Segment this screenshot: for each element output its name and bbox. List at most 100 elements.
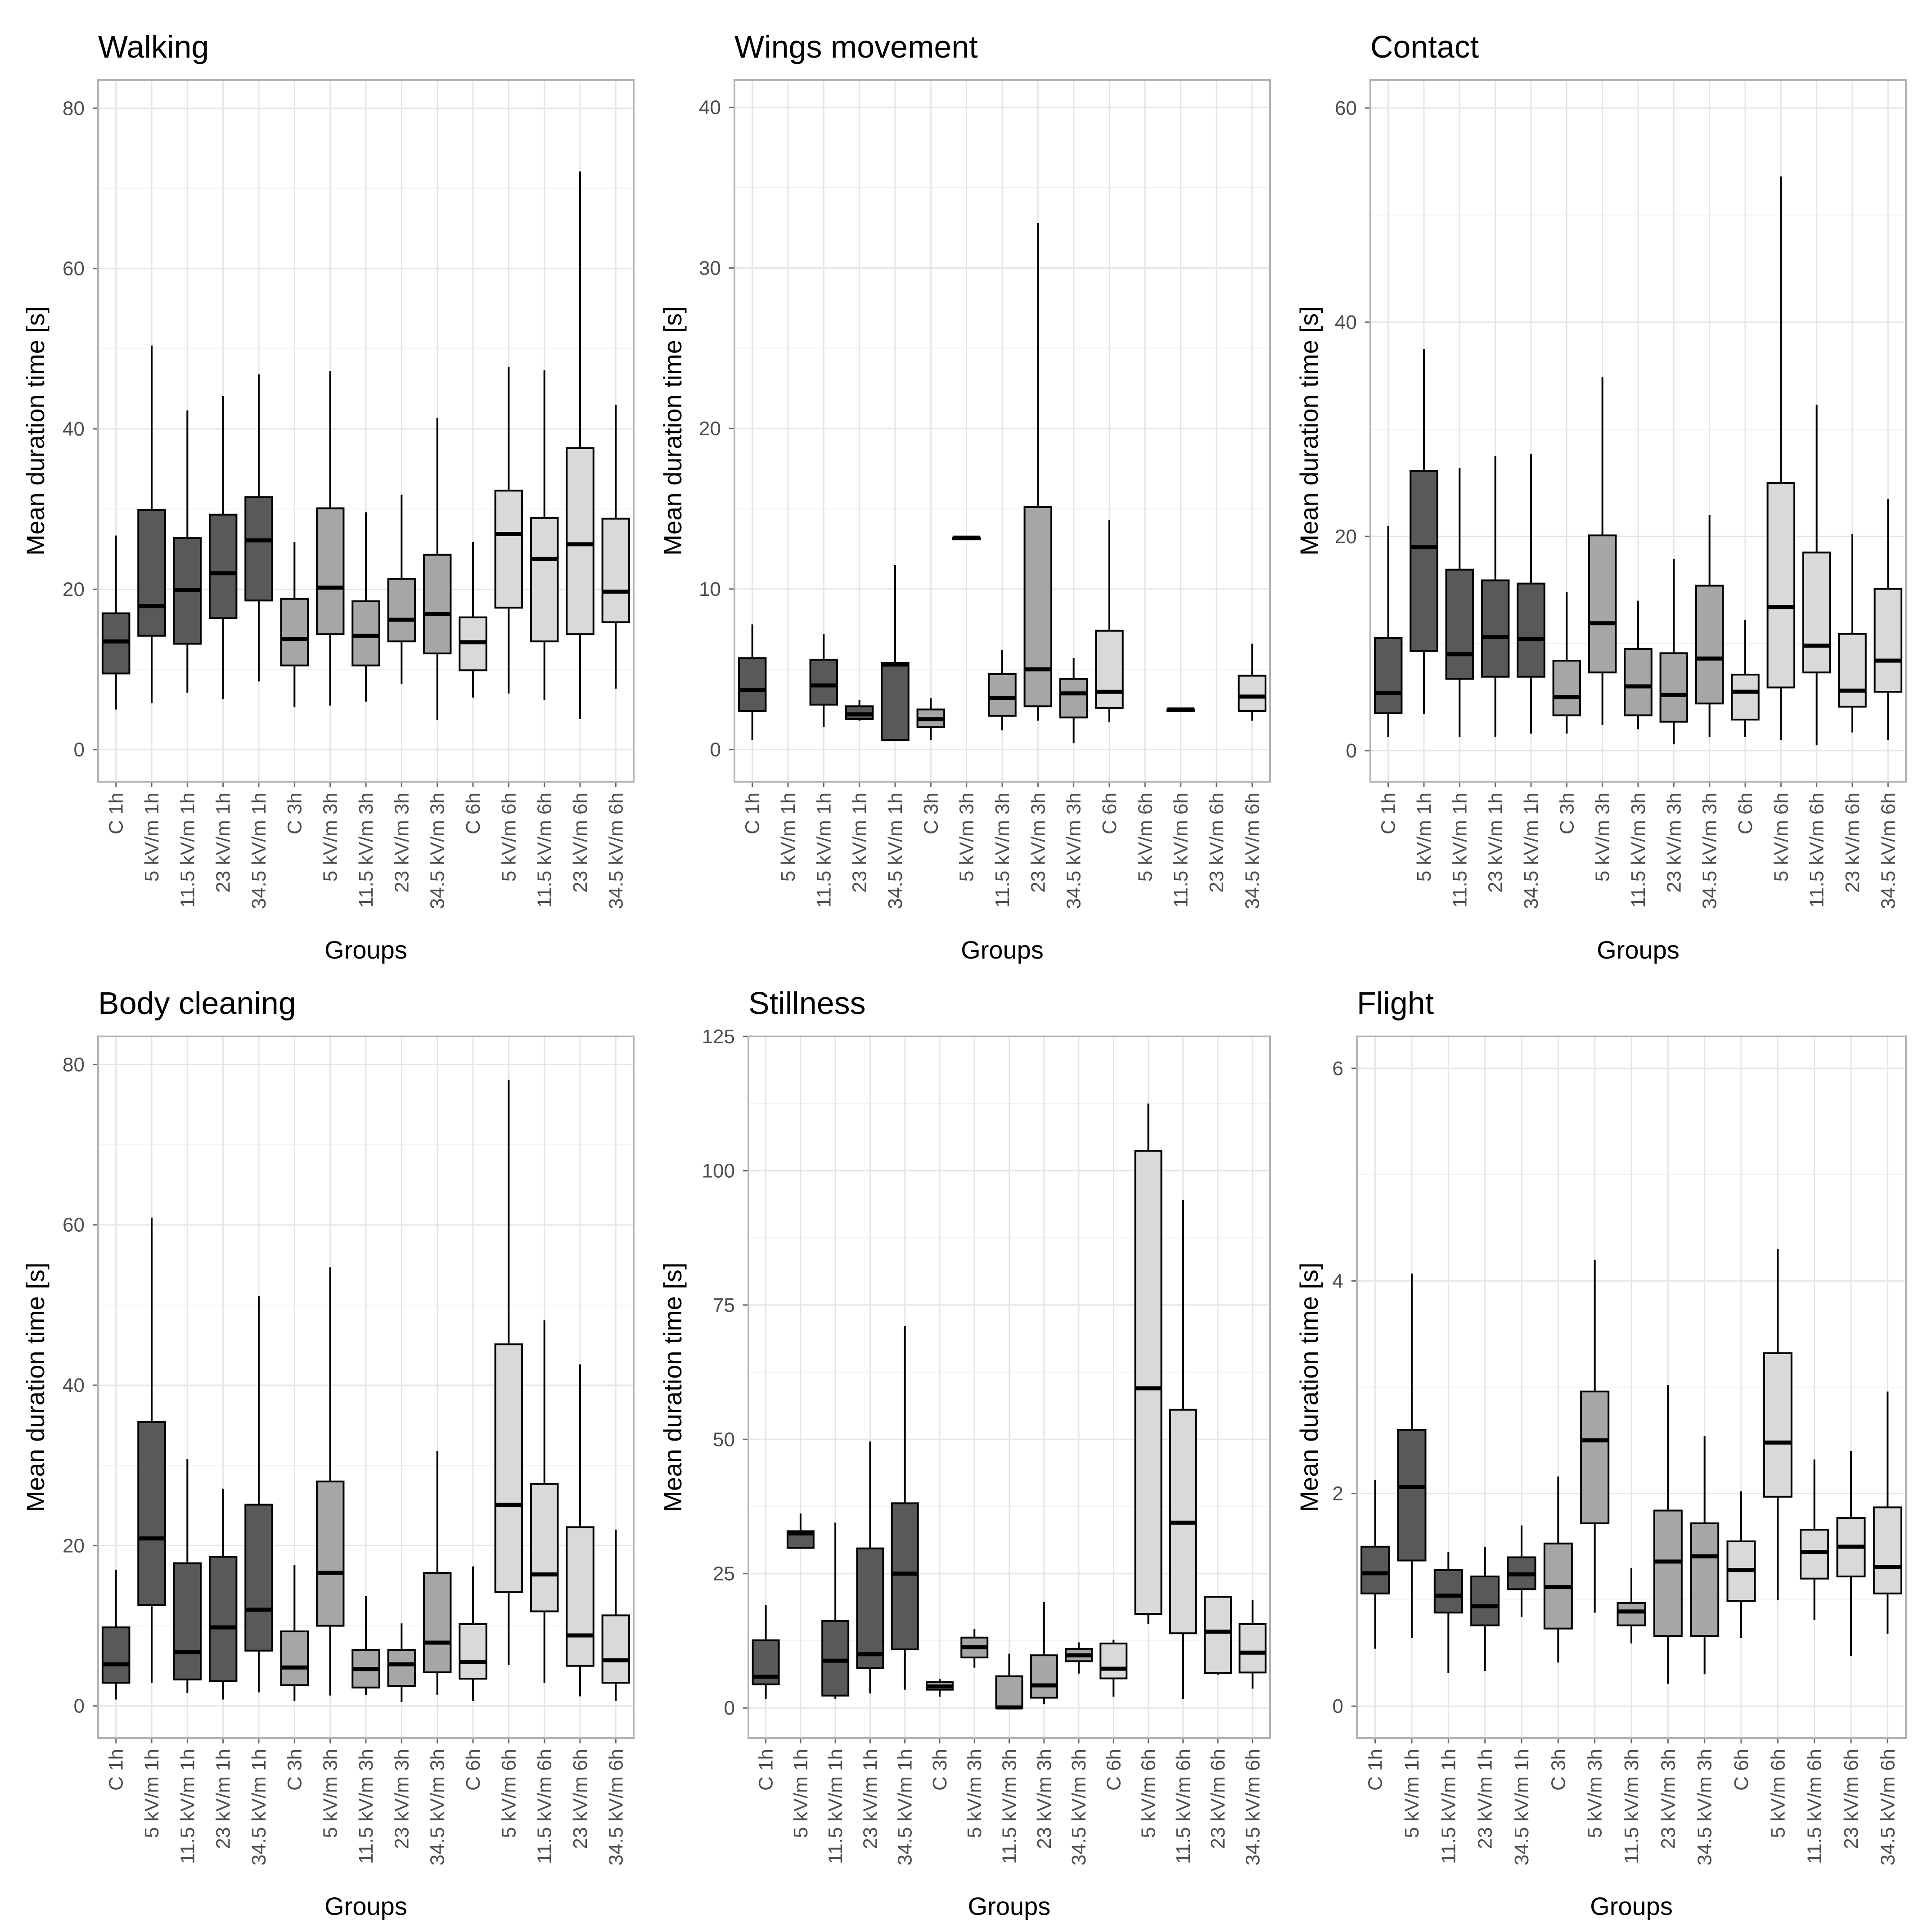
x-tick-label: 11.5 kV/m 3h (1621, 1749, 1643, 1864)
x-tick-label: 5 kV/m 6h (1767, 1749, 1789, 1838)
x-tick-label: 34.5 kV/m 1h (248, 793, 270, 909)
box-body (1204, 1596, 1232, 1674)
box-body (244, 1504, 273, 1652)
box-23-kv-m-1h (208, 396, 238, 699)
panel-body-cleaning: Body cleaning 0 20 40 60 80 C 1h 5 kV/m 1h 11.5 … (21, 986, 635, 1920)
x-tick-label: C 3h (1547, 1749, 1569, 1791)
box-23-kv-m-6h (1836, 1451, 1866, 1657)
plot-frame (734, 79, 1271, 783)
x-tick-label: 23 kV/m 3h (1027, 793, 1049, 893)
box-body (1095, 630, 1124, 709)
x-tick-label: 34.5 kV/m 1h (894, 1749, 916, 1865)
box-23-kv-m-6h (1204, 1596, 1232, 1675)
x-tick-label: 34.5 kV/m 1h (248, 1749, 270, 1865)
plot-frame (1356, 1036, 1907, 1739)
box-23-kv-m-3h (387, 495, 416, 684)
x-tick-label: 34.5 kV/m 3h (427, 793, 449, 909)
panel-walking: Walking 0 20 40 60 80 C 1h 5 kV/m 1h 11.5 kV/m 1… (21, 29, 635, 964)
y-tick-label: 80 (63, 97, 85, 119)
y-tick-label: 40 (63, 418, 85, 440)
y-tick-label: 0 (74, 739, 85, 761)
y-axis-label: Mean duration time [s] (21, 1262, 50, 1512)
box-34-5-kv-m-6h (1238, 1600, 1267, 1689)
box-body (1763, 1352, 1792, 1498)
x-tick-label: 5 kV/m 6h (1770, 793, 1792, 882)
box-5-kv-m-6h (1763, 1249, 1792, 1600)
panel-title: Body cleaning (98, 986, 296, 1021)
box-body (530, 517, 559, 643)
x-tick-label: 34.5 kV/m 3h (427, 1749, 449, 1865)
box-23-kv-m-1h (845, 700, 874, 721)
box-5-kv-m-3h (315, 1267, 345, 1696)
box-body (244, 496, 273, 602)
box-11-5-kv-m-6h (1166, 707, 1195, 712)
box-body (1624, 648, 1653, 716)
box-34-5-kv-m-3h (1059, 658, 1088, 743)
box-34-5-kv-m-1h (244, 374, 273, 682)
box-body (1481, 579, 1510, 678)
x-tick-label: 34.5 kV/m 1h (884, 793, 906, 909)
box-c-6h (459, 542, 487, 698)
x-tick-label: 5 kV/m 3h (1584, 1749, 1606, 1838)
box-body (738, 657, 767, 712)
box-11-5-kv-m-6h (1802, 405, 1831, 746)
box-5-kv-m-1h (137, 1217, 166, 1683)
x-axis-label: Groups (968, 1892, 1051, 1920)
x-tick-label: C 1h (742, 793, 764, 834)
x-tick-label: 34.5 kV/m 6h (605, 1749, 627, 1865)
box-body (1470, 1575, 1500, 1626)
box-body (1873, 588, 1903, 693)
box-23-kv-m-1h (856, 1441, 884, 1693)
box-body (423, 1572, 452, 1673)
x-tick-label: 5 kV/m 3h (320, 793, 342, 882)
x-tick-label: C 6h (1103, 1749, 1125, 1791)
box-11-5-kv-m-3h (1617, 1568, 1646, 1644)
box-23-kv-m-3h (1030, 1602, 1058, 1704)
x-tick-label: 11.5 kV/m 3h (991, 793, 1013, 908)
box-body (601, 1614, 630, 1684)
box-body (423, 554, 452, 654)
box-23-kv-m-3h (1653, 1385, 1683, 1684)
box-5-kv-m-1h (1410, 349, 1438, 715)
box-body (1410, 470, 1438, 652)
box-body (530, 1483, 559, 1612)
x-tick-label: 11.5 kV/m 3h (999, 1749, 1021, 1864)
x-tick-label: 5 kV/m 1h (1413, 793, 1435, 882)
box-body (988, 673, 1017, 717)
x-axis-label: Groups (324, 1892, 407, 1920)
box-body (315, 1480, 345, 1627)
y-axis-label: Mean duration time [s] (21, 306, 50, 555)
y-tick-label: 40 (63, 1374, 85, 1396)
box-11-5-kv-m-1h (173, 1459, 202, 1693)
box-body (1873, 1506, 1902, 1594)
x-tick-label: C 6h (1734, 793, 1756, 834)
box-11-5-kv-m-6h (530, 1320, 559, 1683)
x-tick-label: 5 kV/m 1h (790, 1749, 812, 1838)
box-11-5-kv-m-1h (1433, 1552, 1463, 1673)
x-tick-label: 11.5 kV/m 6h (1172, 1749, 1194, 1864)
panel-title: Flight (1357, 986, 1434, 1021)
x-tick-label: 23 kV/m 6h (1206, 793, 1228, 893)
box-11-5-kv-m-6h (1169, 1199, 1197, 1699)
x-tick-label: 5 kV/m 3h (964, 1749, 986, 1838)
panel-title: Stillness (748, 986, 866, 1021)
box-34-5-kv-m-3h (1065, 1642, 1093, 1674)
box-body (1517, 582, 1545, 678)
x-tick-label: 11.5 kV/m 1h (176, 793, 198, 908)
x-tick-label: 11.5 kV/m 1h (1437, 1749, 1459, 1864)
box-body (1445, 568, 1474, 680)
x-tick-label: 34.5 kV/m 6h (1877, 1749, 1899, 1865)
x-tick-label: 34.5 kV/m 6h (605, 793, 627, 909)
y-tick-label: 0 (1333, 1695, 1343, 1717)
panel-flight: Flight 0 2 4 6 C 1h 5 kV/m 1h 11.5 kV/m 1h 23 kV… (1295, 986, 1907, 1920)
x-tick-label: 5 kV/m 3h (956, 793, 978, 882)
box-23-kv-m-1h (1481, 456, 1510, 737)
box-5-kv-m-1h (137, 345, 166, 703)
y-tick-label: 0 (710, 739, 721, 761)
panel-title: Wings movement (734, 29, 978, 64)
x-tick-label: 11.5 kV/m 1h (1449, 793, 1471, 908)
y-tick-label: 10 (699, 578, 721, 600)
y-tick-label: 0 (724, 1697, 735, 1719)
x-tick-label: 23 kV/m 3h (391, 793, 413, 893)
